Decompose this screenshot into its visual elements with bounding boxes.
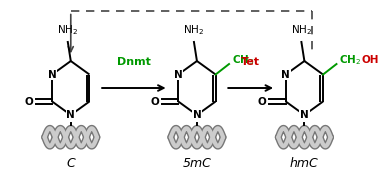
Text: Tet: Tet (241, 57, 260, 67)
Text: 5mC: 5mC (183, 157, 211, 170)
Text: N: N (281, 70, 290, 80)
Text: OH: OH (361, 55, 378, 65)
Text: O: O (150, 96, 159, 106)
Text: NH$_2$: NH$_2$ (183, 23, 204, 37)
Text: O: O (258, 96, 266, 106)
Text: NH$_2$: NH$_2$ (57, 23, 78, 37)
Text: C: C (67, 157, 75, 170)
Text: Dnmt: Dnmt (117, 57, 151, 67)
Text: hmC: hmC (290, 157, 319, 170)
Text: NH$_2$: NH$_2$ (291, 23, 312, 37)
Text: N: N (192, 110, 201, 120)
Text: N: N (48, 70, 56, 80)
Text: N: N (174, 70, 183, 80)
Text: O: O (24, 96, 33, 106)
Text: N: N (67, 110, 75, 120)
Text: CH$_2$: CH$_2$ (339, 53, 362, 67)
Text: CH$_3$: CH$_3$ (232, 53, 254, 67)
Text: N: N (300, 110, 309, 120)
